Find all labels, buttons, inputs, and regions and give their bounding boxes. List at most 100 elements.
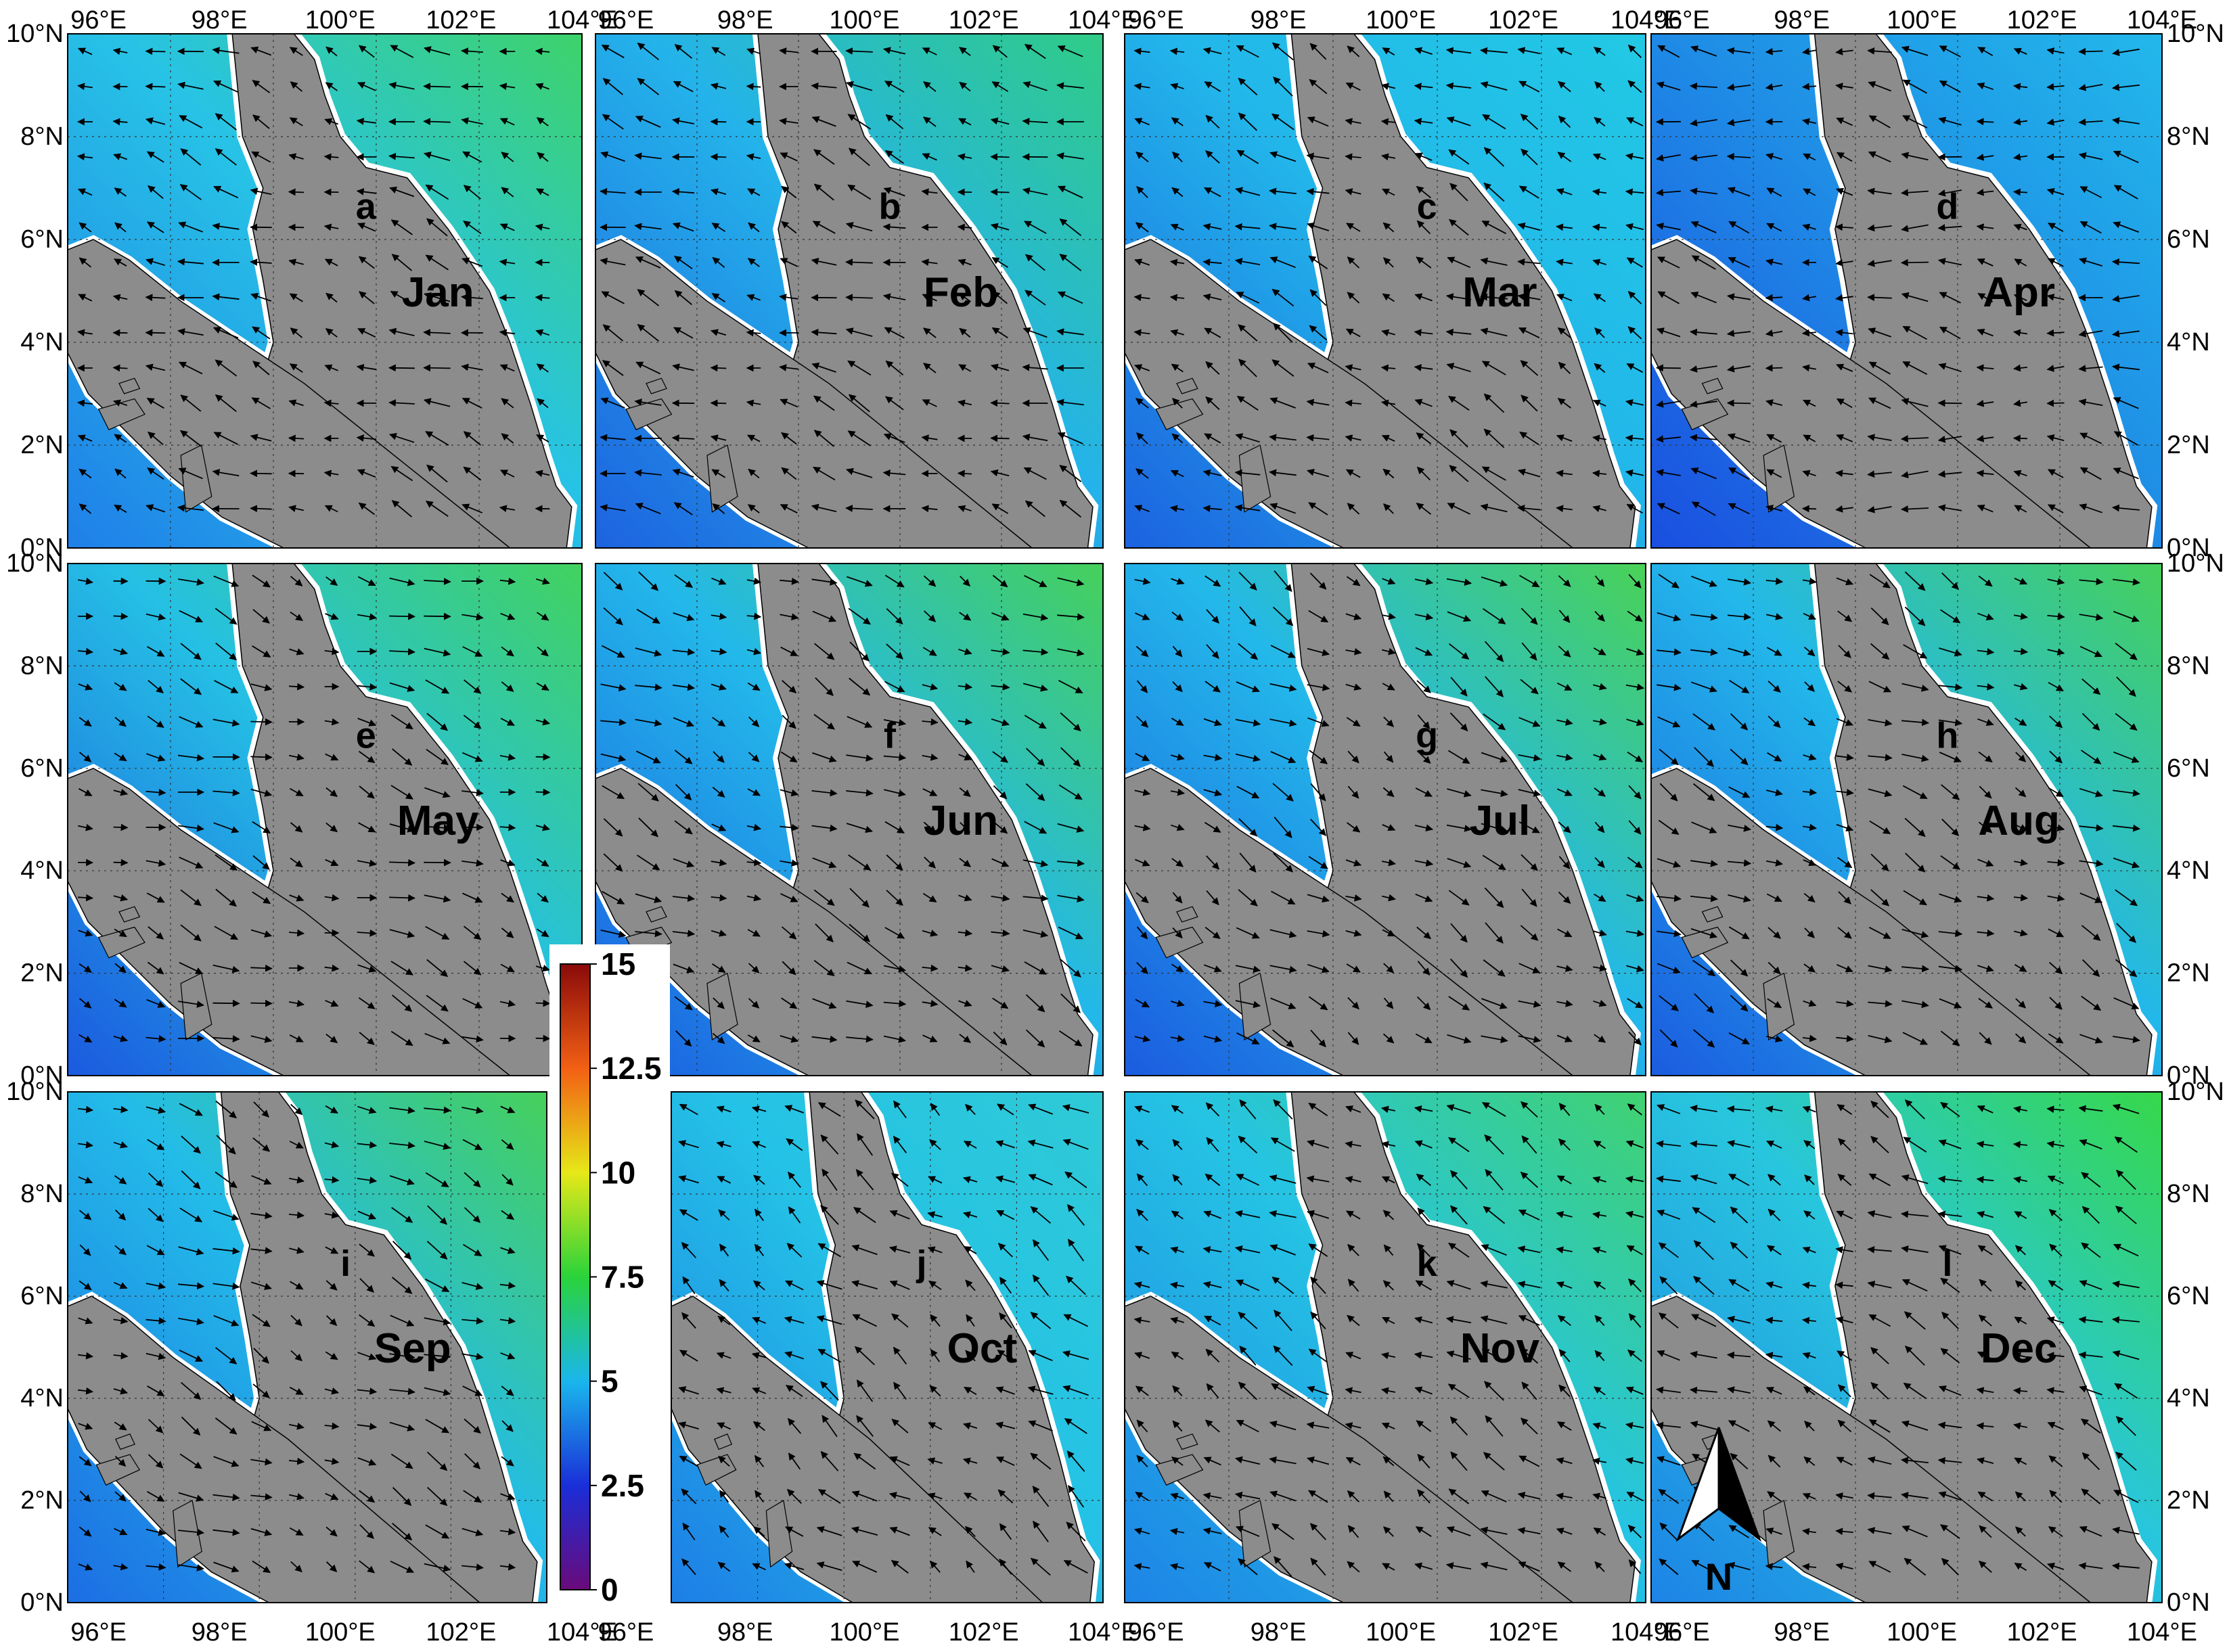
wind-arrow (600, 258, 626, 266)
wind-arrow (1271, 288, 1294, 307)
wind-arrow (215, 113, 237, 131)
wind-arrow (535, 83, 549, 90)
wind-vectors (600, 42, 1084, 518)
map-panel-dec: l Dec (1647, 1086, 2163, 1608)
wind-arrow (1025, 500, 1045, 518)
island-land (97, 398, 145, 430)
wind-arrow (710, 434, 727, 442)
wind-arrow (746, 153, 761, 161)
wind-arrow (780, 258, 798, 267)
longitude-label: 100°E (305, 6, 376, 35)
wind-arrow (712, 257, 725, 268)
wind-arrow (673, 81, 694, 93)
wind-arrow (357, 469, 376, 478)
wind-arrow (748, 222, 760, 233)
wind-arrow (845, 222, 873, 232)
longitude-label: 104°E (2127, 1618, 2197, 1647)
wind-arrow (461, 294, 483, 301)
wind-arrow (958, 258, 972, 266)
wind-arrow (811, 328, 837, 336)
map-panel-may: e May (64, 558, 583, 1081)
wind-arrow (1056, 398, 1084, 407)
wind-arrow (358, 502, 375, 515)
wind-arrow (357, 82, 376, 91)
wind-arrow (602, 324, 624, 342)
island-land (706, 444, 738, 513)
wind-arrow (1202, 223, 1222, 231)
wind-arrow (813, 430, 834, 447)
wind-arrow (1057, 45, 1083, 58)
wind-arrow (324, 364, 338, 371)
wind-arrow (1136, 186, 1148, 198)
island-land (625, 398, 673, 430)
wind-arrow (179, 361, 203, 375)
wind-arrow (1381, 329, 1395, 337)
latitude-label: 8°N (20, 651, 64, 680)
wind-arrow (958, 364, 972, 372)
wind-arrow (1022, 363, 1048, 371)
wind-arrow (499, 329, 516, 337)
panel-letter: k (1417, 1243, 1438, 1284)
wind-arrow (501, 398, 514, 409)
wind-arrow (1520, 114, 1539, 130)
wind-arrow (1520, 360, 1539, 376)
wind-arrow (1556, 294, 1573, 302)
wind-arrow (77, 83, 93, 91)
wind-arrow (1171, 433, 1184, 444)
wind-arrow (811, 503, 837, 513)
wind-arrow (1381, 434, 1395, 442)
wind-arrow (1135, 468, 1149, 479)
wind-arrow (746, 47, 761, 55)
wind-arrow (813, 395, 835, 411)
wind-arrow (781, 185, 797, 199)
wind-arrow (148, 185, 164, 199)
wind-arrow (1480, 327, 1508, 337)
wind-arrow (288, 223, 305, 231)
wind-arrow (923, 363, 937, 373)
latitude-label: 8°N (2167, 122, 2210, 151)
wind-arrow (390, 290, 413, 305)
wind-arrow (711, 188, 727, 196)
wind-arrow (358, 256, 375, 269)
wind-arrow (601, 44, 625, 59)
wind-arrow (212, 293, 240, 301)
wind-arrow (1557, 152, 1572, 162)
wind-arrow (1558, 81, 1571, 93)
wind-arrow (711, 223, 726, 232)
wind-arrow (1557, 398, 1571, 409)
wind-vectors (77, 45, 550, 518)
wind-arrow (389, 186, 415, 198)
wind-arrow (1517, 258, 1541, 266)
wind-arrow (1518, 327, 1540, 339)
wind-arrow (921, 505, 938, 513)
wind-arrow (1170, 469, 1184, 478)
wind-arrow (114, 187, 127, 197)
wind-arrow (1481, 220, 1507, 235)
latitude-label: 10°N (6, 1078, 64, 1106)
wind-arrow (114, 468, 127, 479)
wind-arrow (461, 363, 483, 371)
wind-arrow (424, 292, 451, 302)
wind-arrow (1594, 81, 1605, 92)
wind-arrow (325, 292, 338, 303)
wind-arrow (251, 151, 271, 163)
wind-arrow (1625, 434, 1644, 442)
wind-arrow (1414, 118, 1433, 125)
wind-arrow (1519, 431, 1539, 446)
latitude-label: 6°N (20, 1282, 64, 1310)
wind-arrow (959, 47, 971, 56)
wind-arrow (177, 81, 204, 90)
map-panel-feb: b Feb (591, 28, 1104, 553)
wind-arrow (1382, 188, 1395, 196)
wind-arrow (177, 504, 204, 512)
wind-arrow (712, 503, 725, 514)
wind-arrow (1483, 428, 1505, 449)
wind-arrow (1204, 433, 1221, 444)
wind-arrow (325, 82, 338, 91)
wind-arrow (212, 327, 239, 339)
wind-arrow (711, 329, 727, 336)
wind-arrow (1059, 218, 1082, 237)
wind-arrow (180, 430, 202, 447)
wind-arrow (1517, 47, 1541, 55)
latitude-label: 10°N (6, 20, 64, 48)
